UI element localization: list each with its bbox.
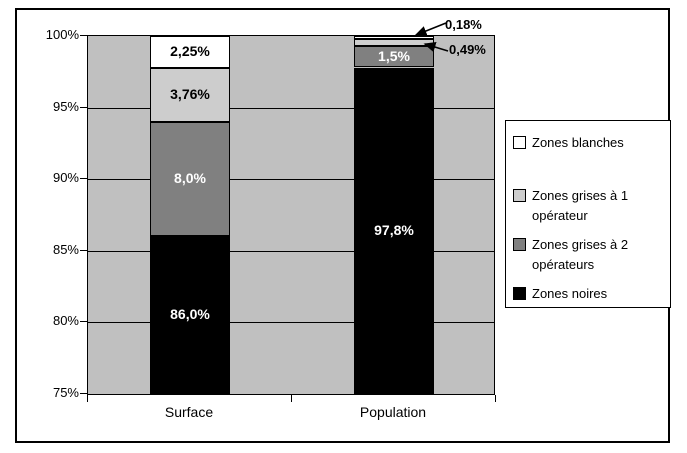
y-tick <box>80 249 87 251</box>
legend-item: Zones grises à 2 opérateurs <box>513 235 666 275</box>
bar-segment-label: 86,0% <box>170 306 210 323</box>
annotation-label-blanches: 0,18% <box>445 17 482 32</box>
legend-item: Zones noires <box>513 284 666 304</box>
y-tick-label: 95% <box>52 98 79 114</box>
legend-item: Zones blanches <box>513 133 666 153</box>
x-category-label: Surface <box>164 404 214 420</box>
x-tick <box>495 395 496 402</box>
y-tick-label: 80% <box>52 313 79 329</box>
gridline <box>88 179 494 181</box>
legend-swatch-icon <box>513 238 526 251</box>
bar-segment-label: 3,76% <box>170 85 210 102</box>
bar-segment-label: 8,0% <box>174 170 206 187</box>
x-category-label: Population <box>359 404 427 420</box>
y-tick <box>80 35 87 36</box>
legend-label: Zones blanches <box>532 135 624 150</box>
gridline <box>88 107 494 109</box>
x-tick <box>87 395 88 402</box>
y-tick-label: 90% <box>52 170 79 186</box>
legend-swatch-icon <box>513 189 526 202</box>
bar-segment <box>150 121 230 237</box>
x-tick <box>291 395 292 402</box>
gridline <box>88 250 494 252</box>
y-tick-label: 100% <box>45 27 79 42</box>
bar-segment-label: 2,25% <box>170 43 210 60</box>
bar-segment-label: 1,5% <box>378 47 410 64</box>
chart-frame: 86,0% 8,0% 3,76% 2,25% 97,8% 1,5% 100% 95% 90% 8… <box>15 8 671 443</box>
legend-swatch-icon <box>513 136 526 149</box>
y-tick-label: 75% <box>52 385 79 400</box>
legend-label: Zones grises à 2 opérateurs <box>532 237 629 272</box>
bar-segment <box>150 68 230 122</box>
legend-label: Zones noires <box>532 286 608 301</box>
gridline <box>88 322 494 324</box>
plot-area: 86,0% 8,0% 3,76% 2,25% 97,8% 1,5% <box>87 35 495 395</box>
legend-swatch-icon <box>513 287 526 300</box>
bar-segment <box>354 36 434 39</box>
bar-segment <box>354 39 434 47</box>
bar-segment <box>150 36 230 69</box>
y-tick-label: 85% <box>52 241 79 257</box>
legend-item: Zones grises à 1 opérateur <box>513 186 666 226</box>
y-tick <box>80 393 87 394</box>
y-tick <box>80 106 87 108</box>
arrow-to-zones-blanches <box>414 22 447 36</box>
legend-label: Zones grises à 1 opérateur <box>532 188 629 223</box>
y-tick <box>80 178 87 180</box>
y-tick <box>80 321 87 323</box>
bar-segment-label: 97,8% <box>374 221 414 238</box>
annotation-label-grises1: 0,49% <box>449 42 486 57</box>
bar-segment <box>150 236 230 394</box>
bar-segment <box>354 67 434 394</box>
legend: Zones blanches Zones grises à 1 opérateur… <box>505 120 671 308</box>
bar-segment <box>354 46 434 68</box>
